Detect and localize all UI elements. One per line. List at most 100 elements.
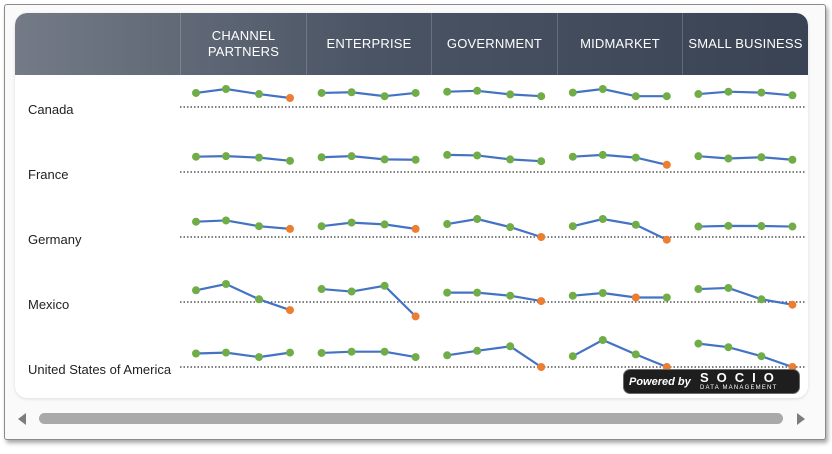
data-point[interactable] bbox=[568, 88, 577, 97]
horizontal-scrollbar[interactable] bbox=[15, 408, 808, 430]
column-header[interactable]: MIDMARKET bbox=[557, 13, 682, 75]
data-point[interactable] bbox=[443, 351, 452, 360]
lowest-point[interactable] bbox=[662, 235, 671, 244]
data-point[interactable] bbox=[788, 222, 797, 231]
data-point[interactable] bbox=[443, 220, 452, 229]
lowest-point[interactable] bbox=[411, 312, 420, 321]
data-point[interactable] bbox=[694, 222, 703, 231]
data-point[interactable] bbox=[286, 348, 294, 357]
data-point[interactable] bbox=[222, 348, 230, 357]
data-point[interactable] bbox=[380, 92, 389, 101]
data-point[interactable] bbox=[568, 152, 577, 161]
data-point[interactable] bbox=[631, 92, 640, 101]
data-point[interactable] bbox=[443, 150, 452, 159]
data-point[interactable] bbox=[568, 352, 577, 361]
data-point[interactable] bbox=[631, 350, 640, 359]
lowest-point[interactable] bbox=[286, 224, 294, 233]
data-point[interactable] bbox=[537, 92, 546, 101]
data-point[interactable] bbox=[631, 220, 640, 229]
data-point[interactable] bbox=[537, 157, 546, 166]
data-point[interactable] bbox=[255, 295, 263, 304]
lowest-point[interactable] bbox=[788, 300, 797, 309]
data-point[interactable] bbox=[694, 339, 703, 348]
column-header[interactable]: CHANNEL PARTNERS bbox=[180, 13, 306, 75]
data-point[interactable] bbox=[222, 280, 230, 288]
data-point[interactable] bbox=[192, 349, 200, 358]
data-point[interactable] bbox=[757, 295, 766, 304]
data-point[interactable] bbox=[631, 153, 640, 162]
data-point[interactable] bbox=[380, 281, 389, 290]
data-point[interactable] bbox=[255, 353, 263, 362]
data-point[interactable] bbox=[255, 222, 263, 231]
lowest-point[interactable] bbox=[411, 224, 420, 233]
column-header[interactable]: ENTERPRISE bbox=[306, 13, 431, 75]
data-point[interactable] bbox=[255, 90, 263, 99]
data-point[interactable] bbox=[222, 152, 230, 161]
data-point[interactable] bbox=[506, 90, 515, 99]
data-point[interactable] bbox=[192, 286, 200, 295]
data-point[interactable] bbox=[380, 155, 389, 164]
data-point[interactable] bbox=[662, 92, 671, 101]
column-header[interactable]: SMALL BUSINESS bbox=[682, 13, 808, 75]
data-point[interactable] bbox=[317, 153, 326, 162]
data-point[interactable] bbox=[757, 352, 766, 361]
data-point[interactable] bbox=[347, 152, 356, 161]
data-point[interactable] bbox=[347, 218, 356, 227]
data-point[interactable] bbox=[192, 152, 200, 161]
data-point[interactable] bbox=[380, 220, 389, 229]
data-point[interactable] bbox=[317, 88, 326, 97]
data-point[interactable] bbox=[317, 222, 326, 231]
data-point[interactable] bbox=[694, 285, 703, 294]
data-point[interactable] bbox=[598, 150, 607, 159]
data-point[interactable] bbox=[724, 283, 733, 292]
data-point[interactable] bbox=[380, 347, 389, 356]
data-point[interactable] bbox=[347, 88, 356, 97]
lowest-point[interactable] bbox=[537, 233, 546, 241]
data-point[interactable] bbox=[598, 85, 607, 93]
data-point[interactable] bbox=[788, 155, 797, 164]
data-point[interactable] bbox=[473, 215, 482, 223]
scroll-left-icon[interactable] bbox=[18, 413, 26, 425]
data-point[interactable] bbox=[568, 291, 577, 300]
data-point[interactable] bbox=[724, 343, 733, 352]
data-point[interactable] bbox=[347, 287, 356, 296]
data-point[interactable] bbox=[757, 88, 766, 97]
column-header[interactable]: GOVERNMENT bbox=[431, 13, 557, 75]
lowest-point[interactable] bbox=[537, 363, 546, 371]
data-point[interactable] bbox=[598, 215, 607, 223]
data-point[interactable] bbox=[662, 293, 671, 302]
powered-by-badge[interactable]: Powered by SOCIO DATA MANAGEMENT bbox=[623, 369, 800, 394]
data-point[interactable] bbox=[473, 346, 482, 355]
data-point[interactable] bbox=[411, 88, 420, 97]
data-point[interactable] bbox=[255, 153, 263, 162]
data-point[interactable] bbox=[506, 155, 515, 164]
data-point[interactable] bbox=[222, 85, 230, 93]
data-point[interactable] bbox=[473, 288, 482, 297]
data-point[interactable] bbox=[192, 217, 200, 226]
data-point[interactable] bbox=[473, 151, 482, 160]
data-point[interactable] bbox=[317, 348, 326, 357]
lowest-point[interactable] bbox=[286, 94, 294, 102]
data-point[interactable] bbox=[347, 347, 356, 356]
data-point[interactable] bbox=[506, 223, 515, 232]
data-point[interactable] bbox=[568, 222, 577, 231]
data-point[interactable] bbox=[694, 90, 703, 99]
data-point[interactable] bbox=[443, 87, 452, 96]
lowest-point[interactable] bbox=[286, 306, 294, 315]
data-point[interactable] bbox=[694, 152, 703, 161]
data-point[interactable] bbox=[506, 342, 515, 351]
data-point[interactable] bbox=[724, 221, 733, 230]
data-point[interactable] bbox=[317, 285, 326, 294]
lowest-point[interactable] bbox=[631, 293, 640, 302]
data-point[interactable] bbox=[598, 336, 607, 344]
data-point[interactable] bbox=[598, 289, 607, 297]
data-point[interactable] bbox=[192, 88, 200, 97]
data-point[interactable] bbox=[757, 222, 766, 231]
data-point[interactable] bbox=[411, 155, 420, 164]
data-point[interactable] bbox=[724, 87, 733, 96]
data-point[interactable] bbox=[286, 156, 294, 165]
data-point[interactable] bbox=[443, 288, 452, 297]
scrollbar-thumb[interactable] bbox=[39, 413, 783, 424]
lowest-point[interactable] bbox=[662, 160, 671, 169]
data-point[interactable] bbox=[473, 86, 482, 95]
